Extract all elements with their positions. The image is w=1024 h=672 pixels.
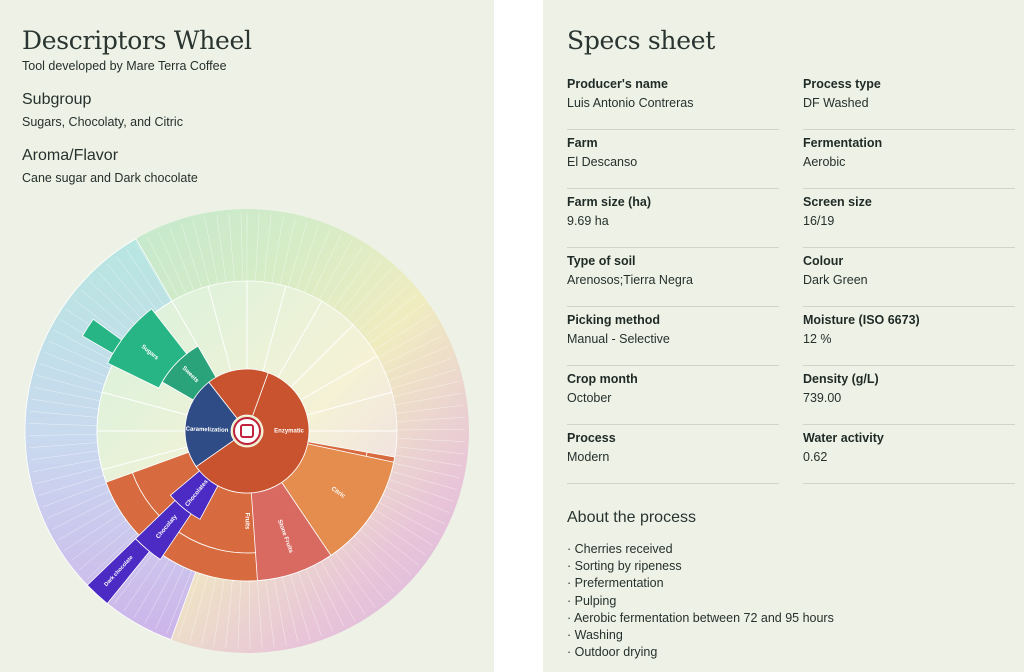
- wheel-title: Descriptors Wheel: [22, 26, 252, 55]
- wheel-segment-enzymatic[interactable]: [195, 372, 310, 494]
- spec-label: Producer's name: [567, 77, 668, 91]
- process-step: · Cherries received: [567, 542, 673, 556]
- spec-value: DF Washed: [803, 96, 869, 110]
- wheel-segment-chocolaty[interactable]: [134, 499, 192, 561]
- label-fruits: Fruits: [243, 513, 249, 530]
- spec-label: Process: [567, 431, 616, 445]
- spec-water-activity: Water activity 0.62: [803, 425, 1015, 484]
- spec-value: 739.00: [803, 391, 842, 405]
- wheel-segment-cane-sugar[interactable]: [81, 318, 123, 355]
- spec-value: 16/19: [803, 214, 835, 228]
- spec-label: Moisture (ISO 6673): [803, 313, 920, 327]
- spec-label: Screen size: [803, 195, 872, 209]
- label-caramelization: Caramelization: [186, 426, 229, 433]
- subgroup-value: Sugars, Chocolaty, and Citric: [22, 115, 183, 129]
- wheel-panel: Descriptors Wheel Tool developed by Mare…: [0, 0, 494, 672]
- spec-label: Colour: [803, 254, 844, 268]
- spec-value: El Descanso: [567, 155, 638, 169]
- spec-producer-name: Producer's name Luis Antonio Contreras: [567, 77, 779, 130]
- spec-screen-size: Screen size 16/19: [803, 189, 1015, 248]
- subgroup-heading: Subgroup: [22, 91, 92, 108]
- spec-moisture: Moisture (ISO 6673) 12 %: [803, 307, 1015, 366]
- spec-value: Modern: [567, 450, 610, 464]
- descriptors-wheel[interactable]: EnzymaticCaramelizationFruitsCitricStone…: [22, 206, 472, 656]
- spec-label: Crop month: [567, 372, 638, 386]
- spec-label: Process type: [803, 77, 881, 91]
- spec-value: Luis Antonio Contreras: [567, 96, 694, 110]
- spec-value: 0.62: [803, 450, 828, 464]
- wheel-segment-caramelization[interactable]: [184, 381, 238, 468]
- wheel-segment-dark-chocolate[interactable]: [86, 538, 151, 605]
- process-step: · Outdoor drying: [567, 645, 658, 660]
- spec-value: Dark Green: [803, 273, 868, 287]
- spec-crop-month: Crop month October: [567, 366, 779, 425]
- spec-label: Farm size (ha): [567, 195, 652, 209]
- spec-value: 12 %: [803, 332, 832, 346]
- spec-value: 9.69 ha: [567, 214, 609, 228]
- spec-label: Farm: [567, 136, 598, 150]
- wheel-subtitle: Tool developed by Mare Terra Coffee: [22, 59, 227, 73]
- process-step: · Sorting by ripeness: [567, 559, 682, 574]
- process-step: · Pulping: [567, 593, 617, 608]
- process-step: · Prefermentation: [567, 576, 664, 591]
- spec-label: Density (g/L): [803, 372, 879, 386]
- spec-farm-size: Farm size (ha) 9.69 ha: [567, 189, 779, 248]
- spec-value: October: [567, 391, 612, 405]
- specs-title: Specs sheet: [567, 26, 715, 55]
- spec-value: Manual - Selective: [567, 332, 670, 346]
- process-steps-list: · Cherries received · Sorting by ripenes…: [567, 541, 1000, 661]
- process-step: · Washing: [567, 628, 623, 643]
- aroma-value: Cane sugar and Dark chocolate: [22, 171, 198, 185]
- about-process-heading: About the process: [567, 509, 696, 526]
- wheel-logo-icon: [233, 417, 261, 445]
- spec-colour: Colour Dark Green: [803, 248, 1015, 307]
- spec-density: Density (g/L) 739.00: [803, 366, 1015, 425]
- spec-process: Process Modern: [567, 425, 779, 484]
- spec-label: Fermentation: [803, 136, 883, 150]
- aroma-heading: Aroma/Flavor: [22, 147, 119, 164]
- spec-type-of-soil: Type of soil Arenosos;Tierra Negra: [567, 248, 779, 307]
- specs-panel: Specs sheet Producer's name Luis Antonio…: [543, 0, 1024, 672]
- spec-fermentation: Fermentation Aerobic: [803, 130, 1015, 189]
- spec-process-type: Process type DF Washed: [803, 77, 1015, 130]
- spec-picking-method: Picking method Manual - Selective: [567, 307, 779, 366]
- spec-label: Picking method: [567, 313, 661, 327]
- spec-value: Aerobic: [803, 155, 846, 169]
- label-enzymatic: Enzymatic: [274, 429, 304, 435]
- spec-label: Water activity: [803, 431, 884, 445]
- spec-value: Arenosos;Tierra Negra: [567, 273, 693, 287]
- specs-grid: Producer's name Luis Antonio Contreras P…: [567, 77, 1015, 484]
- spec-farm: Farm El Descanso: [567, 130, 779, 189]
- spec-label: Type of soil: [567, 254, 636, 268]
- wheel-segment-dry-distillation[interactable]: [208, 368, 269, 419]
- process-step: · Aerobic fermentation between 72 and 95…: [567, 610, 834, 625]
